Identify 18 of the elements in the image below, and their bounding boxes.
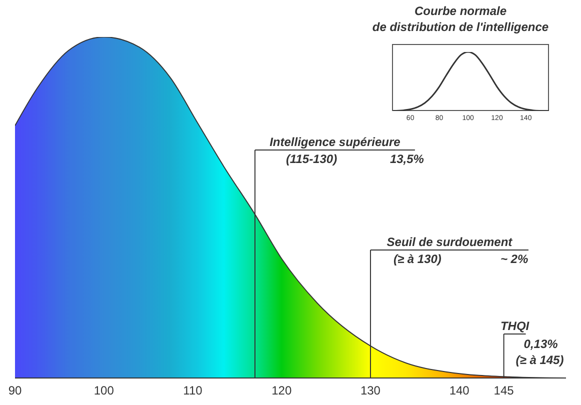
x-tick-label: 100: [94, 384, 114, 398]
x-tick-label: 110: [183, 384, 203, 398]
annotation: (≥ à 130): [393, 252, 442, 266]
ref-line-label: Intelligence supérieure: [270, 135, 401, 149]
x-tick-label: 130: [360, 384, 381, 398]
x-tick-label: 140: [449, 384, 470, 398]
x-tick-label: 90: [8, 384, 22, 398]
ref-line-label: Seuil de surdouement: [386, 235, 514, 249]
ref-line-label: THQI: [500, 319, 530, 333]
annotation: ~ 2%: [500, 252, 528, 266]
annotation: (≥ à 145): [516, 353, 564, 367]
chart-subtitle: de distribution de l'intelligence: [371, 19, 550, 35]
x-tick-label: 120: [272, 384, 292, 398]
annotation: 13,5%: [390, 152, 424, 166]
annotation: (115-130): [286, 152, 338, 166]
annotation: 0,13%: [524, 337, 558, 351]
chart-title: Courbe normale: [413, 3, 508, 19]
x-tick-label: 145: [494, 384, 514, 398]
